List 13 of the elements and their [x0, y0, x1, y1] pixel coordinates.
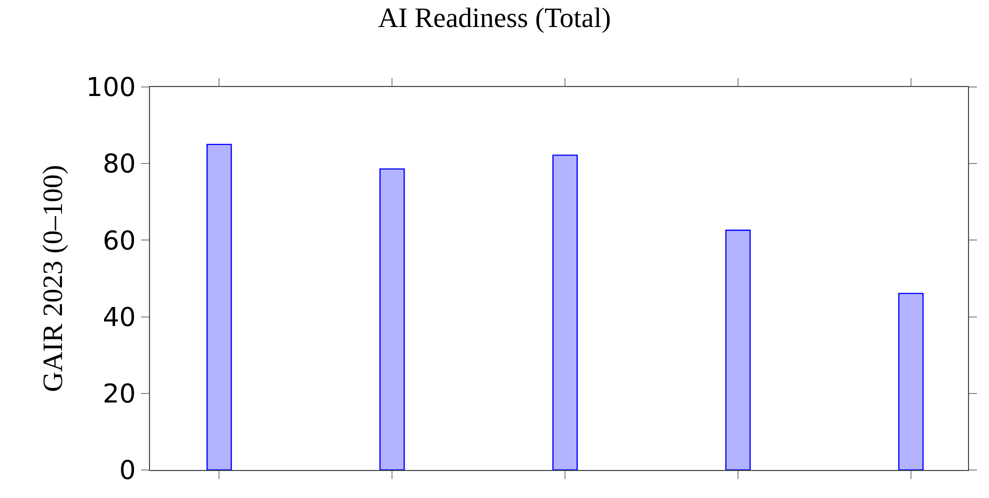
- y-axis-title: GAIR 2023 (0–100): [38, 164, 69, 392]
- bar: [898, 292, 924, 470]
- bar: [379, 168, 405, 470]
- y-tick-label: 20: [102, 380, 136, 410]
- y-tick-label: 80: [102, 150, 136, 180]
- y-tick-label: 40: [102, 302, 136, 333]
- bar: [725, 230, 751, 470]
- y-tick-label: 60: [102, 226, 136, 256]
- chart-title: AI Readiness (Total): [378, 3, 611, 34]
- y-tick-label: 0: [119, 456, 136, 486]
- y-tick-label: 100: [86, 73, 136, 104]
- bar: [206, 144, 232, 470]
- bar: [552, 154, 578, 470]
